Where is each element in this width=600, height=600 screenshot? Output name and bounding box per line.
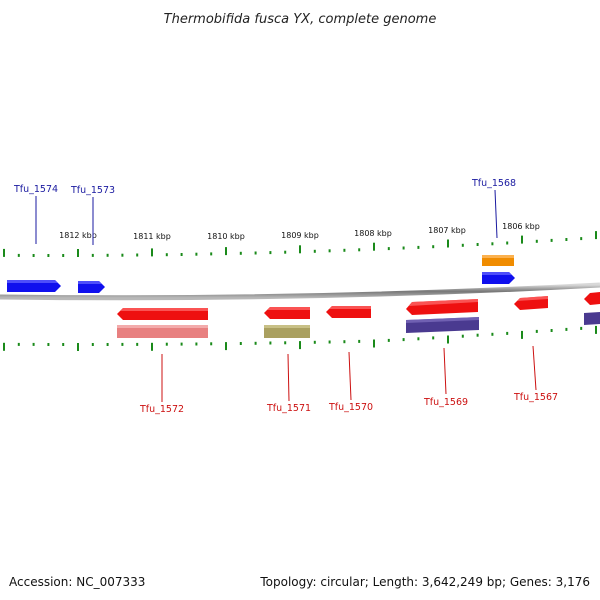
gene-tfu-1567[interactable]: Tfu_1567 — [513, 296, 558, 403]
gene-tfu-1568[interactable]: Tfu_1568 — [471, 178, 516, 284]
gene-tfu-1572[interactable]: Tfu_1572 — [117, 308, 208, 415]
scale-label-1811: 1811 kbp — [133, 232, 171, 241]
gene-label[interactable]: Tfu_1569 — [423, 397, 468, 408]
genome-summary-text: Topology: circular; Length: 3,642,249 bp… — [259, 575, 590, 589]
gene-label[interactable]: Tfu_1573 — [70, 185, 115, 196]
accession-text: Accession: NC_007333 — [9, 575, 145, 589]
gene-label[interactable]: Tfu_1570 — [328, 402, 373, 413]
gene-leader-line — [494, 189, 498, 239]
gene-label[interactable]: Tfu_1568 — [471, 178, 516, 189]
genome-backbone — [0, 282, 600, 301]
gene-arrow-reverse[interactable] — [584, 292, 600, 305]
gene-leader-line — [348, 351, 352, 401]
scale-label-1810: 1810 kbp — [207, 232, 245, 241]
scale-label-1812: 1812 kbp — [59, 231, 97, 240]
gene-tfu-1574[interactable]: Tfu_1574 — [7, 184, 61, 292]
scale-ticks-forward — [3, 231, 597, 257]
scale-label-1809: 1809 kbp — [281, 231, 319, 240]
scale-label-1808: 1808 kbp — [354, 229, 392, 238]
gene-leader-line — [443, 347, 447, 395]
gene-tfu-1570[interactable]: Tfu_1570 — [326, 306, 373, 413]
gene-tfu-1573[interactable]: Tfu_1573 — [70, 185, 115, 293]
gene-tfu-1569[interactable]: Tfu_1569 — [406, 299, 479, 408]
scale-label-1806: 1806 kbp — [502, 222, 540, 231]
cog-box-orange — [482, 255, 514, 266]
gene-label[interactable]: Tfu_1571 — [266, 403, 311, 414]
cog-box-olive — [264, 325, 310, 338]
gene-tfu-1571[interactable]: Tfu_1571 — [264, 307, 311, 414]
scale-ticks-reverse — [3, 325, 597, 351]
gene-label[interactable]: Tfu_1574 — [13, 184, 58, 195]
gene-leader-line — [532, 345, 537, 391]
scale-labels: 1812 kbp 1811 kbp 1810 kbp 1809 kbp 1808… — [59, 222, 540, 241]
gene-partial-right[interactable] — [584, 292, 600, 325]
gene-label[interactable]: Tfu_1572 — [139, 404, 184, 415]
cog-box-pink — [117, 325, 208, 338]
gene-label[interactable]: Tfu_1567 — [513, 392, 558, 403]
gene-leader-line — [287, 353, 290, 402]
scale-label-1807: 1807 kbp — [428, 226, 466, 235]
genome-title: Thermobifida fusca YX, complete genome — [164, 12, 437, 27]
cog-box-purple — [584, 312, 600, 325]
